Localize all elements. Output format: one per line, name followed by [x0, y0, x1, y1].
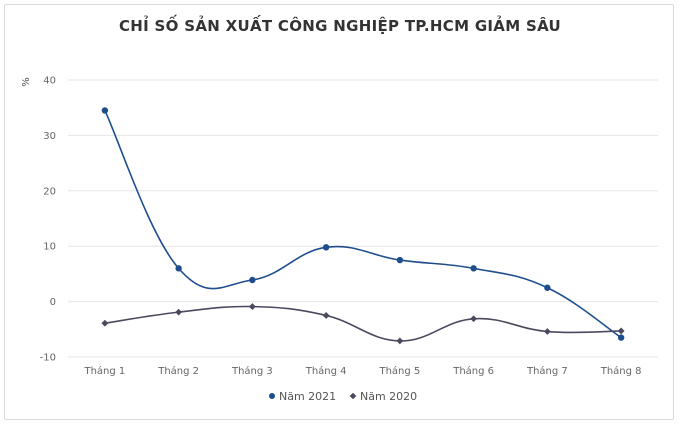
x-tick-label: Tháng 2: [157, 365, 199, 377]
y-tick-label: 40: [43, 76, 56, 87]
data-point: [175, 265, 182, 272]
data-point: [617, 334, 625, 341]
data-point: [396, 256, 404, 264]
y-axis-ticks: 40 30 20 10 0 -10: [40, 76, 56, 364]
x-tick-label: Tháng 4: [305, 365, 347, 377]
y-tick-label: 10: [43, 242, 56, 253]
x-tick-label: Tháng 1: [83, 365, 125, 377]
y-axis-label: %: [21, 77, 32, 87]
x-tick-label: Tháng 5: [378, 365, 420, 377]
legend: Năm 2021 Năm 2020: [269, 390, 417, 403]
data-point: [101, 107, 109, 114]
x-axis-ticks: Tháng 1 Tháng 2 Tháng 3 Tháng 4 Tháng 5 Tháng…: [83, 365, 641, 377]
legend-marker: [269, 393, 275, 399]
data-point: [175, 308, 183, 316]
data-point: [322, 312, 330, 319]
data-point: [101, 319, 109, 327]
y-tick-label: -10: [40, 353, 56, 364]
data-point: [249, 276, 256, 284]
legend-label: Năm 2020: [360, 390, 417, 403]
x-tick-label: Tháng 6: [452, 365, 494, 377]
y-tick-label: 20: [43, 186, 56, 197]
data-point: [396, 337, 404, 345]
data-point: [543, 328, 551, 335]
gridlines: [68, 79, 658, 358]
x-tick-label: Tháng 3: [231, 365, 273, 377]
series-line: [104, 305, 622, 342]
chart-frame: [4, 4, 674, 420]
data-point: [470, 315, 478, 323]
data-point: [544, 284, 551, 291]
series-lines: [101, 107, 625, 345]
data-point: [248, 303, 256, 310]
y-tick-label: 0: [50, 297, 56, 308]
data-point: [470, 265, 477, 272]
x-tick-label: Tháng 8: [600, 365, 642, 377]
x-tick-label: Tháng 7: [526, 365, 568, 377]
data-point: [617, 327, 625, 335]
data-point: [322, 244, 330, 251]
legend-item: Năm 2021: [269, 390, 336, 403]
series-nam-2021: [101, 107, 625, 341]
legend-marker: [349, 392, 357, 400]
legend-label: Năm 2021: [279, 390, 336, 403]
series-nam-2020: [101, 303, 625, 345]
y-tick-label: 30: [43, 131, 56, 142]
chart-title: CHỈ SỐ SẢN XUẤT CÔNG NGHIỆP TP.HCM GIẢM …: [118, 17, 561, 35]
legend-item: Năm 2020: [349, 390, 417, 403]
series-line: [104, 110, 622, 339]
